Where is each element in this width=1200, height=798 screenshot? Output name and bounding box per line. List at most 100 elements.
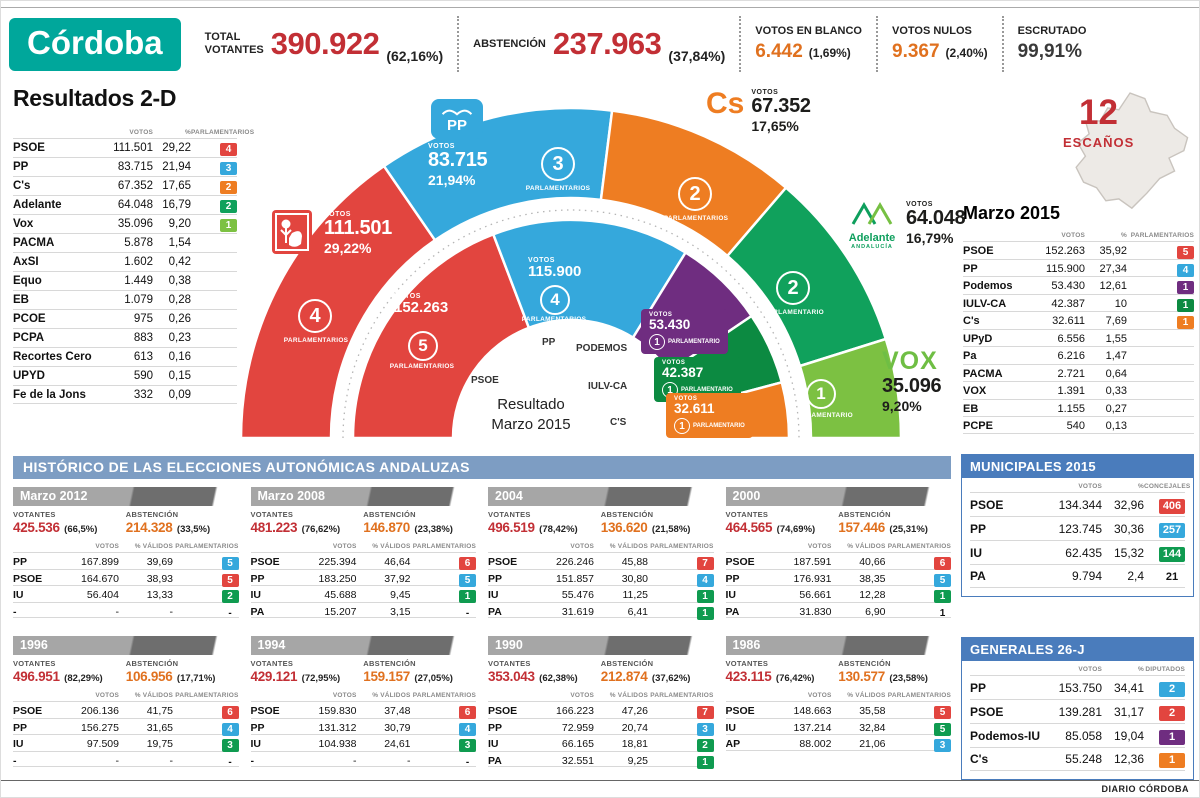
table-row: EB 1.079 0,28 xyxy=(13,290,237,309)
header-bar: Córdoba TOTAL VOTANTES 390.922 (62,16%) … xyxy=(9,13,1191,75)
marzo-table: PSOE 152.263 35,92 5 PP 115.900 27,34 4 … xyxy=(963,241,1194,434)
chart-inner-pp-seats: 4 xyxy=(540,285,570,315)
table-row: AxSÍ 1.602 0,42 xyxy=(13,252,237,271)
table-row: IU 137.214 32,84 5 xyxy=(725,717,951,736)
pct-value: 0,38 xyxy=(168,275,191,287)
votes-value: 6.216 xyxy=(1057,350,1085,362)
seats-badge: - xyxy=(465,607,470,619)
pct-value: 7,69 xyxy=(1105,315,1127,327)
seats-badge: 1 xyxy=(1159,753,1185,768)
party-name: AxSÍ xyxy=(13,256,39,268)
chart-inner-cs-chip: VOTOS 32.611 1 PARLAMENTARIO xyxy=(666,393,753,439)
vox-logo: VOX xyxy=(882,347,938,375)
table-row: VOX 1.391 0,33 xyxy=(963,381,1194,399)
hist-table: PSOE 148.663 35,58 5 IU 137.214 32,84 5 … xyxy=(725,701,951,752)
party-name: - xyxy=(13,605,17,618)
table-row: PSOE 148.663 35,58 5 xyxy=(725,701,951,719)
inner-psoe-name: PSOE xyxy=(471,375,499,386)
table-row: PSOE 159.830 37,48 6 xyxy=(250,701,476,719)
pct-value: 0,16 xyxy=(168,351,191,363)
party-name: UPyD xyxy=(963,332,993,345)
seats-badge: 1 xyxy=(1177,281,1194,294)
seats-badge: 7 xyxy=(696,706,714,719)
stat-votos-blanco: VOTOS EN BLANCO 6.442 (1,69%) xyxy=(739,16,876,72)
seats-badge: 2 xyxy=(221,590,239,603)
votes-value: 83.715 xyxy=(117,161,153,173)
seats-badge: 6 xyxy=(934,557,951,570)
seats-badge: 3 xyxy=(221,739,239,752)
table-row: Pa 6.216 1,47 xyxy=(963,346,1194,364)
party-name: PACMA xyxy=(13,237,55,249)
party-name: PSOE xyxy=(13,572,43,585)
seats-badge: 1 xyxy=(696,590,714,603)
party-name: PP xyxy=(13,556,28,568)
table-row: PSOE 187.591 40,66 6 xyxy=(725,552,951,570)
table-row: IU 62.435 15,32 144 xyxy=(970,540,1185,564)
votes-value: 35.096 xyxy=(117,218,153,230)
hist-block-marzo-2012: Marzo 2012 VOTANTES 425.536 (66,5%) ABST… xyxy=(13,487,239,619)
top-rule xyxy=(1,7,1199,8)
nulos-value: 9.367 xyxy=(892,40,940,62)
seats-badge: - xyxy=(228,756,232,768)
party-name: PACMA xyxy=(963,367,1003,380)
votes-value: 32.611 xyxy=(1052,315,1085,327)
seats-badge: 1 xyxy=(1159,729,1185,745)
table-row: PA 9.794 2,4 21 xyxy=(970,564,1185,588)
votes-value: 164.670 xyxy=(81,572,119,585)
votes-value: 883 xyxy=(133,332,153,344)
table-row: IU 104.938 24,61 3 xyxy=(250,734,476,752)
chart-outer-pp-seats: 3 xyxy=(541,147,575,181)
seats-badge: 3 xyxy=(459,739,476,752)
table-row: C's 55.248 12,36 1 xyxy=(970,747,1185,771)
table-row: PSOE 225.394 46,64 6 xyxy=(250,552,476,570)
pct-value: 13,33 xyxy=(146,589,173,601)
pct-value: 0,26 xyxy=(168,313,191,325)
ciudadanos-logo: Cs xyxy=(706,87,745,120)
pct-value: 12,61 xyxy=(1099,280,1127,292)
results-title: Resultados 2-D xyxy=(13,85,177,111)
votes-value: 167.899 xyxy=(81,556,119,568)
votes-value: - xyxy=(115,605,120,618)
votes-value: 540 xyxy=(1066,420,1085,432)
pct-value: 27,34 xyxy=(1099,262,1127,275)
source-credit: DIARIO CÓRDOBA xyxy=(1101,784,1189,794)
pct-value: 0,13 xyxy=(1105,420,1127,432)
votes-value: 1.602 xyxy=(124,256,153,268)
total-votantes-label: TOTAL VOTANTES xyxy=(204,31,264,56)
hist-block-2004: 2004 VOTANTES 496.519 (78,42%) ABSTENCIÓ… xyxy=(488,487,714,620)
table-row: PA 31.830 6,90 1 xyxy=(725,601,951,619)
hist-table: PSOE 226.246 45,88 7 PP 151.857 30,80 4 … xyxy=(488,552,714,620)
results-table: PSOE 111.501 29,22 4 PP 83.715 21,94 3 C… xyxy=(13,138,237,404)
generales-title: GENERALES 26-J xyxy=(962,638,1193,661)
seats-badge: 5 xyxy=(934,722,951,736)
inner-iulv-name: IULV-CA xyxy=(588,381,628,392)
votes-value: 6.556 xyxy=(1057,332,1085,345)
votes-value: 590 xyxy=(133,370,153,382)
municipales-2015-box: MUNICIPALES 2015 VOTOS% CONCEJALES PSOE 1… xyxy=(961,454,1194,597)
inner-podemos-name: PODEMOS xyxy=(576,343,628,354)
seats-badge: - xyxy=(465,756,470,768)
table-row: PSOE 206.136 41,75 6 xyxy=(13,701,239,719)
votes-value: 42.387 xyxy=(1051,297,1085,310)
hist-year: 2000 xyxy=(725,487,951,506)
table-row: - - - - xyxy=(13,601,239,619)
table-row: - - - - xyxy=(13,750,239,768)
stat-total-votantes: TOTAL VOTANTES 390.922 (62,16%) xyxy=(191,16,457,72)
blanco-label: VOTOS EN BLANCO xyxy=(755,25,862,38)
hist-table: PSOE 166.223 47,26 7 PP 72.959 20,74 3 I… xyxy=(488,701,714,769)
votes-value: 111.501 xyxy=(113,142,153,154)
hist-year: 1996 xyxy=(13,636,239,655)
seats-badge: 2 xyxy=(1159,705,1185,721)
results-arc-chart: VOTOS 111.501 29,22% 4 PARLAMENTARIOS PP… xyxy=(239,81,966,443)
table-row: PSOE 111.501 29,22 4 xyxy=(13,138,237,157)
chart-outer-adelante-label: Adelante ANDALUCÍA VOTOS 64.048 16,79% xyxy=(848,201,966,251)
party-name: PP xyxy=(963,262,978,275)
table-row: PP 153.750 34,41 2 xyxy=(970,675,1185,699)
seats-badge: 1 xyxy=(220,219,237,232)
votes-value: 1.155 xyxy=(1057,402,1085,415)
seats-badge: - xyxy=(228,607,232,619)
votes-value: 56.404 xyxy=(86,589,119,601)
inner-cs-name: C'S xyxy=(610,417,627,428)
votes-value: 115.900 xyxy=(1046,262,1085,275)
seats-badge: 1 xyxy=(459,590,476,603)
